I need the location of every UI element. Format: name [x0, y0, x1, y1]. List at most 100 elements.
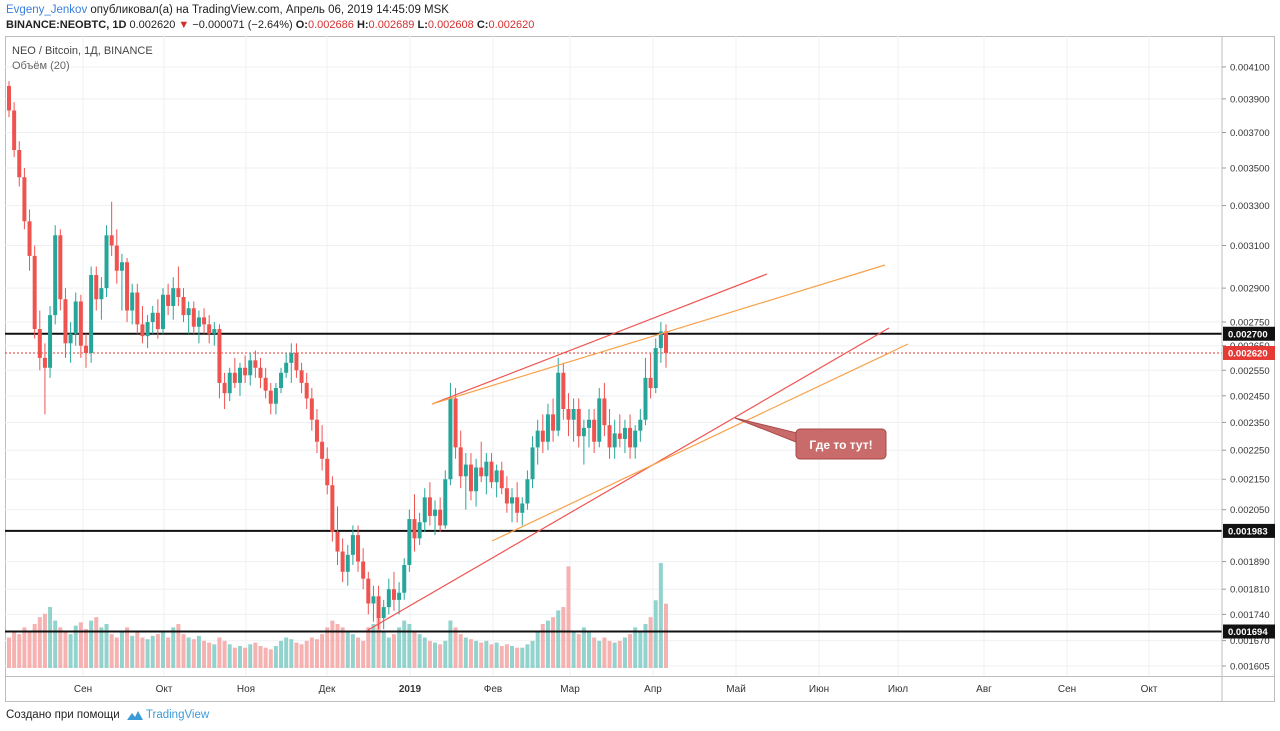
- volume-bar: [463, 637, 468, 668]
- last-price-tag-label: 0.002620: [1228, 348, 1268, 359]
- candle-body: [207, 324, 212, 334]
- candle-body: [145, 322, 150, 337]
- volume-bar: [155, 634, 160, 668]
- volume-bar: [150, 635, 155, 668]
- high-label: H:: [356, 19, 369, 31]
- candle-body: [587, 419, 592, 428]
- price-tick-label: 0.002050: [1230, 505, 1270, 516]
- volume-bar: [530, 640, 535, 668]
- volume-bar: [63, 630, 68, 668]
- volume-bar: [73, 625, 78, 668]
- volume-bar: [253, 642, 258, 668]
- author-link[interactable]: Evgeny_Jenkov: [6, 4, 88, 16]
- candle-body: [479, 467, 484, 477]
- candle-body: [386, 589, 391, 608]
- volume-bar: [325, 627, 330, 668]
- volume-bar: [386, 637, 391, 668]
- candle-body: [345, 554, 350, 572]
- volume-bar: [7, 637, 11, 668]
- volume-bar: [37, 617, 42, 668]
- price-tick-label: 0.001890: [1230, 557, 1270, 568]
- time-tick-label: Мар: [560, 684, 580, 695]
- candle-body: [402, 564, 407, 593]
- time-tick-label: Сен: [1058, 684, 1076, 695]
- candle-body: [104, 235, 109, 289]
- volume-bar: [551, 617, 556, 668]
- candle-body: [196, 317, 201, 327]
- candle-body: [581, 427, 586, 437]
- volume-bar: [27, 632, 32, 668]
- volume-bar: [145, 639, 150, 668]
- volume-bar: [417, 634, 422, 668]
- chart-frame: [5, 36, 1275, 702]
- volume-bar: [340, 627, 345, 668]
- volume-bar: [268, 649, 273, 668]
- chart-legend-pair: NEO / Bitcoin, 1Д, BINANCE: [12, 45, 153, 57]
- price-chart[interactable]: 0.004100 0.003900 0.003700 0.003500 0.003300…: [5, 36, 1275, 702]
- annotation-callout[interactable]: Где то тут!: [734, 417, 887, 460]
- footer: Создано при помощи TradingView: [6, 709, 209, 721]
- candle-body: [176, 288, 181, 297]
- candle-body: [181, 296, 186, 316]
- candle-body: [484, 461, 489, 477]
- candle-body: [556, 372, 561, 431]
- candle-body: [535, 430, 540, 448]
- candle-body: [658, 331, 663, 349]
- candle-body: [135, 292, 140, 325]
- candle-body: [633, 430, 638, 448]
- candle-body: [53, 235, 58, 316]
- low-value: 0.002608: [427, 19, 474, 31]
- volume-bar: [166, 637, 171, 668]
- ohlc-header: BINANCE:NEOBTC, 1D 0.002620 ▼ −0.000071 …: [6, 18, 534, 32]
- volume-bar: [433, 642, 438, 668]
- candle-body: [248, 360, 253, 376]
- price-axis[interactable]: 0.004100 0.003900 0.003700 0.003500 0.003300…: [1221, 36, 1275, 702]
- candle-body: [191, 308, 196, 327]
- candle-body: [638, 419, 643, 431]
- volume-bar: [119, 630, 124, 668]
- volume-bar: [438, 644, 443, 668]
- volume-bar: [381, 630, 386, 668]
- price-tick-label: 0.003300: [1230, 201, 1270, 212]
- volume-bar: [32, 623, 37, 668]
- volume-bar: [566, 566, 571, 668]
- volume-bar: [125, 627, 130, 668]
- volume-bar: [587, 630, 592, 668]
- volume-bar: [607, 640, 612, 668]
- candle-body: [504, 488, 509, 504]
- trend-channel-drawings: [367, 264, 909, 631]
- candle-body: [458, 447, 463, 477]
- candle-body: [186, 308, 191, 316]
- grid: [5, 36, 1221, 676]
- volume-bar: [648, 617, 653, 668]
- volume-bar: [130, 635, 135, 668]
- volume-legend: Объём (20): [12, 60, 70, 72]
- candle-body: [412, 519, 417, 539]
- candle-body: [376, 596, 381, 619]
- time-tick-label: Сен: [74, 684, 92, 695]
- volume-bar: [309, 637, 314, 668]
- candle-body: [576, 408, 581, 437]
- volume-bar: [176, 623, 181, 668]
- volume-bar: [114, 637, 119, 668]
- volume-bar: [135, 632, 140, 668]
- candle-body: [340, 551, 345, 572]
- volume-bar: [376, 617, 381, 668]
- tradingview-link[interactable]: TradingView: [145, 709, 210, 722]
- candle-body: [592, 419, 597, 442]
- volume-bar: [12, 630, 17, 668]
- chart-container[interactable]: 0.004100 0.003900 0.003700 0.003500 0.003300…: [5, 36, 1275, 702]
- candle-body: [304, 382, 309, 399]
- volume-bar: [314, 639, 319, 668]
- candle-body: [32, 255, 37, 330]
- candle-body: [371, 596, 376, 604]
- candle-body: [515, 497, 520, 513]
- volume-bar: [617, 640, 622, 668]
- candle-body: [202, 317, 207, 325]
- volume-bar: [284, 637, 289, 668]
- time-axis[interactable]: Сен Окт Ноя Дек 2019 Фев Мар Апр Май Июн Июл Авг Сен…: [5, 676, 1275, 696]
- volume-bar: [576, 634, 581, 668]
- candle-body: [350, 535, 355, 555]
- volume-bar: [207, 642, 212, 668]
- candle-body: [566, 408, 571, 420]
